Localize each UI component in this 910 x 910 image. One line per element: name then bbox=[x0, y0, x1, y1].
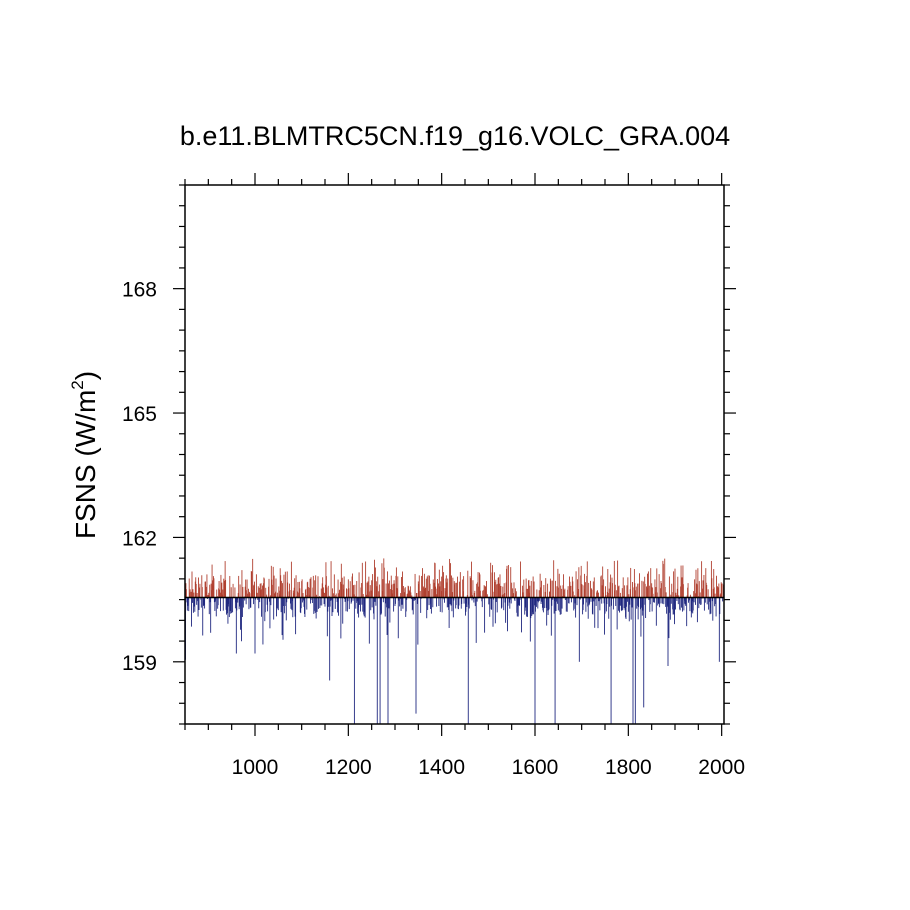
y-axis-label: FSNS (W/m2) bbox=[68, 371, 101, 539]
x-tick-label: 2000 bbox=[698, 756, 745, 779]
x-tick-label: 1400 bbox=[418, 756, 465, 779]
x-tick-label: 1600 bbox=[512, 756, 559, 779]
y-axis-label-superscript: 2 bbox=[68, 380, 87, 389]
y-tick-label: 162 bbox=[122, 527, 157, 550]
x-tick-label: 1200 bbox=[325, 756, 372, 779]
data-bars bbox=[184, 558, 725, 724]
x-tick-label: 1800 bbox=[605, 756, 652, 779]
y-tick-label: 165 bbox=[122, 403, 157, 426]
y-axis-label-suffix: ) bbox=[70, 371, 101, 380]
y-axis-label-prefix: FSNS (W/m bbox=[70, 390, 101, 539]
axis-ticks bbox=[173, 173, 736, 736]
chart-title: b.e11.BLMTRC5CN.f19_g16.VOLC_GRA.004 bbox=[180, 121, 730, 151]
x-tick-labels: 1000 1200 1400 1600 1800 2000 bbox=[232, 756, 745, 779]
x-tick-label: 1000 bbox=[232, 756, 279, 779]
y-tick-label: 159 bbox=[122, 652, 157, 675]
plot-frame bbox=[184, 184, 725, 725]
y-tick-label: 168 bbox=[122, 279, 157, 302]
y-tick-labels: 159 162 165 168 bbox=[122, 279, 157, 675]
